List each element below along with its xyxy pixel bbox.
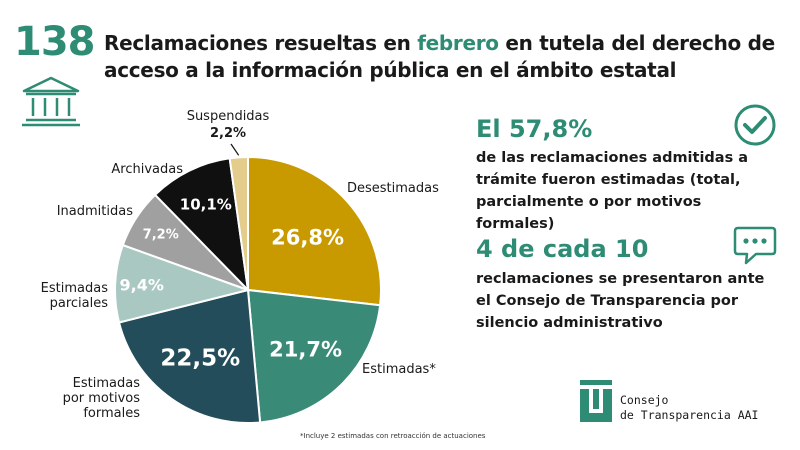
slice-value-label: 21,7% — [269, 338, 342, 362]
consejo-logo — [580, 380, 612, 422]
pie-slice — [247, 155, 382, 307]
slice-value-label: 26,8% — [271, 225, 344, 249]
slice-category-label: Inadmitidas — [57, 204, 133, 219]
stat-2-headline: 4 de cada 10 — [476, 235, 649, 263]
stat-1-text: de las reclamaciones admitidas a trámite… — [476, 150, 749, 232]
speech-bubble-icon — [733, 226, 777, 265]
pie-slice — [228, 155, 249, 291]
pie-slice — [117, 288, 262, 424]
total-count: 138 — [14, 19, 95, 65]
slice-category-label: Archivadas — [111, 162, 183, 177]
pie-chart: 26,8% Desestimadas 21,7% Estimadas* 22,5% Est… — [41, 109, 439, 424]
slice-category-label: Desestimadas — [347, 181, 439, 196]
slice-value-label: 10,1% — [180, 195, 232, 213]
slice-category-label: Suspendidas — [187, 109, 270, 124]
page-title: Reclamaciones resueltas en febrero en tu… — [104, 30, 784, 84]
institution-building-icon — [22, 76, 80, 127]
check-circle-icon — [734, 104, 776, 146]
logo-line2: de Transparencia AAI — [620, 408, 759, 422]
pie-slice — [153, 157, 250, 293]
slice-category-label: Estimadas* — [362, 362, 436, 377]
title-part2: en tutela del derecho de acceso a la inf… — [104, 31, 775, 82]
title-part1: Reclamaciones resueltas en — [104, 31, 418, 55]
slice-value-label: 7,2% — [143, 228, 179, 243]
title-accent: febrero — [417, 31, 499, 55]
slice-category-label: Estimadas parciales — [41, 281, 109, 311]
pie-slice — [246, 288, 382, 424]
slice-value-label: 22,5% — [160, 346, 240, 372]
slice-value-label: 2,2% — [210, 126, 246, 141]
stat-2-text: reclamaciones se presentaron ante el Con… — [476, 271, 765, 331]
logo-text: Consejo de Transparencia AAI — [620, 393, 758, 423]
leader-line — [230, 143, 240, 156]
slice-value-label: 9,4% — [120, 276, 164, 295]
footnote: *Incluye 2 estimadas con retroacción de … — [300, 432, 486, 440]
logo-line1: Consejo — [620, 393, 669, 407]
stat-1-headline: El 57,8% — [476, 115, 593, 143]
pie-slice — [114, 243, 252, 324]
slice-category-label: Estimadas por motivos formales — [63, 376, 141, 421]
